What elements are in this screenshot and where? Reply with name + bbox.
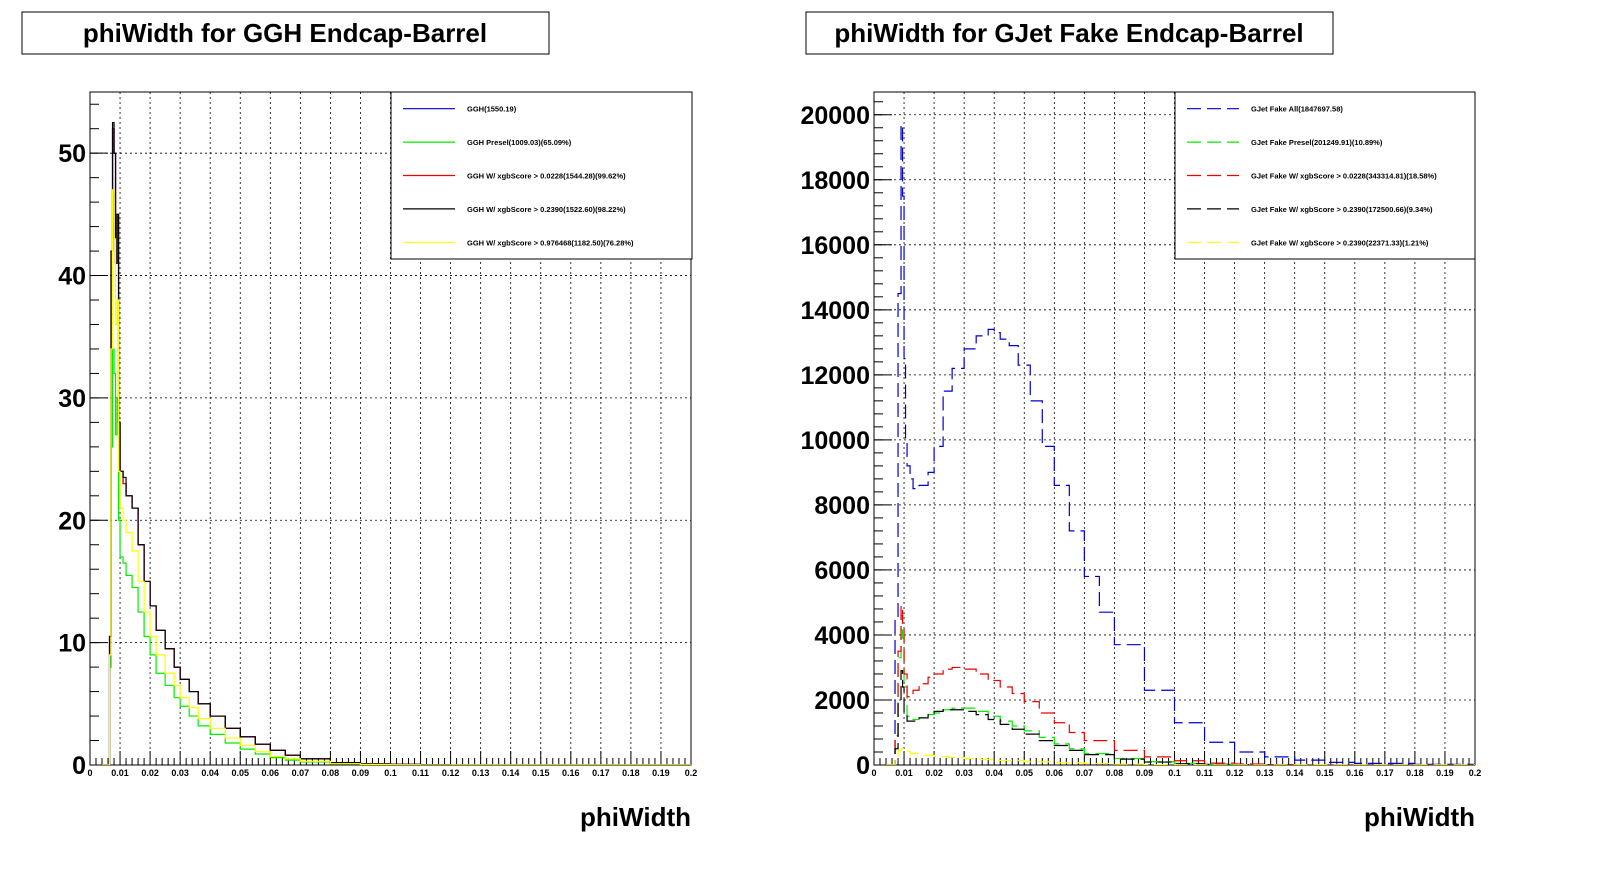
chart-title: phiWidth for GJet Fake Endcap-Barrel bbox=[834, 18, 1303, 48]
x-tick-label: 0.2 bbox=[1469, 768, 1482, 778]
x-tick-label: 0.11 bbox=[412, 768, 429, 778]
y-tick-label: 18000 bbox=[800, 167, 870, 195]
x-tick-label: 0.16 bbox=[1346, 768, 1364, 778]
x-tick-label: 0.08 bbox=[322, 768, 340, 778]
x-tick-label: 0.01 bbox=[111, 768, 129, 778]
x-tick-label: 0.01 bbox=[895, 768, 913, 778]
x-tick-label: 0.03 bbox=[955, 768, 973, 778]
x-tick-label: 0.15 bbox=[532, 768, 550, 778]
chart-panel-1: phiWidth for GGH Endcap-Barrel 0 0.01 0.02 0… bbox=[21, 11, 698, 832]
legend-label: GJet Fake W/ xgbScore > 0.2390(22371.33)… bbox=[1251, 238, 1429, 247]
legend-label: GJet Fake All(1847697.58) bbox=[1251, 105, 1343, 114]
x-tick-label: 0.06 bbox=[262, 768, 280, 778]
x-tick-label: 0.05 bbox=[1015, 768, 1033, 778]
y-tick-label: 2000 bbox=[814, 687, 870, 715]
chart-title: phiWidth for GGH Endcap-Barrel bbox=[83, 18, 487, 48]
x-tick-label: 0.02 bbox=[141, 768, 159, 778]
legend-label: GGH(1550.19) bbox=[467, 105, 517, 114]
x-tick-label: 0.19 bbox=[1436, 768, 1454, 778]
legend-box bbox=[1174, 91, 1476, 260]
legend-label: GGH Presel(1009.03)(65.09%) bbox=[467, 138, 572, 147]
x-tick-label: 0.15 bbox=[1316, 768, 1334, 778]
x-tick-label: 0.02 bbox=[925, 768, 943, 778]
x-tick-label: 0.12 bbox=[1226, 768, 1244, 778]
x-tick-label: 0.1 bbox=[384, 768, 397, 778]
x-tick-label: 0 bbox=[87, 768, 92, 778]
x-tick-label: 0.14 bbox=[502, 768, 520, 778]
y-tick-label: 20000 bbox=[800, 102, 870, 130]
x-tick-label: 0.19 bbox=[652, 768, 670, 778]
x-axis-label: phiWidth bbox=[580, 802, 691, 832]
y-tick-label: 12000 bbox=[800, 362, 870, 390]
x-tick-label: 0.13 bbox=[1256, 768, 1274, 778]
x-tick-label: 0.03 bbox=[171, 768, 189, 778]
series-line-2 bbox=[102, 348, 691, 765]
x-axis-label: phiWidth bbox=[1364, 802, 1475, 832]
series-line-4 bbox=[102, 121, 691, 765]
x-tick-label: 0.1 bbox=[1168, 768, 1181, 778]
chart-title-box bbox=[805, 11, 1334, 55]
y-tick-label: 6000 bbox=[814, 557, 870, 585]
y-tick-label: 10 bbox=[58, 630, 86, 658]
y-tick-label: 8000 bbox=[814, 492, 870, 520]
x-tick-label: 0.18 bbox=[622, 768, 640, 778]
x-tick-label: 0.17 bbox=[592, 768, 610, 778]
legend-label: GJet Fake W/ xgbScore > 0.2390(172500.66… bbox=[1251, 205, 1433, 214]
x-tick-label: 0.12 bbox=[442, 768, 460, 778]
x-tick-label: 0.04 bbox=[985, 768, 1003, 778]
x-tick-label: 0.06 bbox=[1046, 768, 1064, 778]
x-tick-label: 0.08 bbox=[1106, 768, 1124, 778]
y-tick-label: 50 bbox=[58, 140, 86, 168]
series-line-5 bbox=[102, 189, 691, 765]
legend-label: GGH W/ xgbScore > 0.2390(1522.60)(98.22%… bbox=[467, 205, 626, 214]
legend-label: GGH W/ xgbScore > 0.976468(1182.50)(76.2… bbox=[467, 238, 634, 247]
y-tick-label: 0 bbox=[72, 752, 86, 780]
y-tick-label: 40 bbox=[58, 263, 86, 291]
legend-label: GJet Fake Presel(201249.91)(10.89%) bbox=[1251, 138, 1383, 147]
series-line-5 bbox=[886, 748, 1475, 765]
x-tick-label: 0.13 bbox=[472, 768, 490, 778]
x-tick-label: 0.09 bbox=[352, 768, 370, 778]
x-tick-label: 0.07 bbox=[292, 768, 310, 778]
x-tick-label: 0.2 bbox=[685, 768, 698, 778]
x-tick-label: 0.14 bbox=[1286, 768, 1304, 778]
x-tick-label: 0.17 bbox=[1376, 768, 1394, 778]
y-tick-label: 30 bbox=[58, 385, 86, 413]
y-tick-label: 4000 bbox=[814, 622, 870, 650]
y-tick-label: 14000 bbox=[800, 297, 870, 325]
x-tick-label: 0.09 bbox=[1136, 768, 1154, 778]
x-tick-label: 0.04 bbox=[201, 768, 219, 778]
y-tick-label: 16000 bbox=[800, 232, 870, 260]
series-line-3 bbox=[886, 605, 1475, 765]
x-tick-label: 0.11 bbox=[1196, 768, 1213, 778]
x-tick-label: 0.07 bbox=[1076, 768, 1094, 778]
chart-title-box bbox=[21, 11, 550, 55]
legend-label: GGH W/ xgbScore > 0.0228(1544.28)(99.62%… bbox=[467, 172, 626, 181]
series-line-2 bbox=[886, 614, 1475, 765]
legend-label: GJet Fake W/ xgbScore > 0.0228(343314.81… bbox=[1251, 172, 1437, 181]
y-tick-label: 0 bbox=[856, 752, 870, 780]
y-tick-label: 20 bbox=[58, 507, 86, 535]
series-line-4 bbox=[886, 670, 1475, 765]
series-line-1 bbox=[886, 123, 1475, 765]
x-tick-label: 0 bbox=[871, 768, 876, 778]
x-tick-label: 0.05 bbox=[231, 768, 249, 778]
x-tick-label: 0.18 bbox=[1406, 768, 1424, 778]
x-tick-label: 0.16 bbox=[562, 768, 580, 778]
chart-panel-2: phiWidth for GJet Fake Endcap-Barrel 0 0.0… bbox=[800, 11, 1482, 832]
y-tick-label: 10000 bbox=[800, 427, 870, 455]
